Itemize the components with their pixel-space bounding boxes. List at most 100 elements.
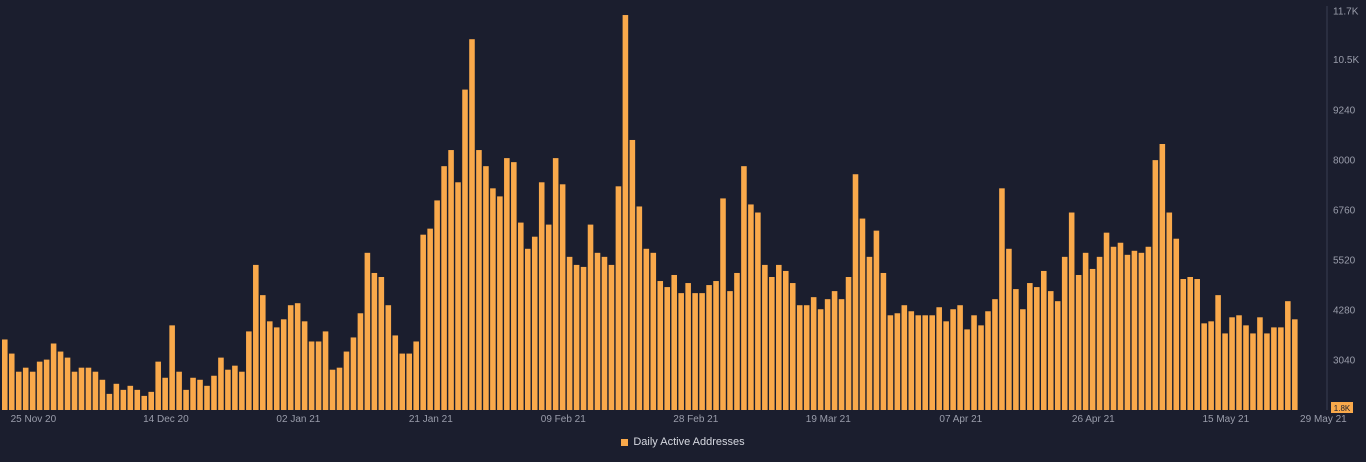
bar[interactable] [552, 158, 559, 410]
bar[interactable] [218, 357, 224, 410]
bar[interactable] [50, 343, 57, 411]
bar[interactable] [1257, 317, 1263, 410]
bar[interactable] [1180, 279, 1187, 410]
bar[interactable] [1013, 289, 1019, 410]
bar[interactable] [755, 212, 761, 410]
bar[interactable] [71, 371, 78, 410]
bar[interactable] [880, 272, 887, 410]
bar[interactable] [713, 281, 719, 410]
bar[interactable] [518, 222, 524, 410]
bar[interactable] [845, 277, 852, 410]
bar[interactable] [162, 377, 168, 410]
bar[interactable] [629, 139, 636, 410]
bar[interactable] [769, 277, 775, 410]
bar[interactable] [490, 188, 496, 410]
bar[interactable] [1173, 238, 1180, 410]
bar[interactable] [2, 339, 8, 410]
bar[interactable] [420, 234, 426, 410]
bar[interactable] [36, 361, 43, 410]
bar[interactable] [817, 309, 824, 410]
bar[interactable] [1250, 333, 1256, 410]
bar[interactable] [622, 15, 629, 411]
bar[interactable] [1264, 333, 1270, 410]
bar[interactable] [406, 353, 413, 410]
bar[interactable] [148, 391, 155, 410]
bar[interactable] [1152, 160, 1159, 410]
bar[interactable] [92, 371, 99, 410]
bar[interactable] [22, 367, 29, 410]
bar[interactable] [1020, 309, 1026, 410]
bar[interactable] [190, 377, 196, 410]
bar[interactable] [601, 256, 608, 410]
bar[interactable] [211, 375, 217, 410]
bar[interactable] [657, 281, 664, 410]
bar[interactable] [141, 395, 148, 410]
bar[interactable] [239, 371, 245, 410]
bar[interactable] [678, 293, 684, 410]
bar[interactable] [957, 305, 963, 410]
bar[interactable] [204, 385, 210, 410]
bar[interactable] [964, 329, 970, 410]
bar[interactable] [120, 389, 127, 410]
bar[interactable] [796, 305, 803, 410]
bar[interactable] [1034, 287, 1040, 410]
bar[interactable] [78, 367, 85, 410]
bar[interactable] [776, 264, 782, 410]
bar[interactable] [1159, 144, 1166, 410]
bar[interactable] [720, 198, 726, 410]
bar[interactable] [971, 315, 977, 410]
bar[interactable] [1208, 321, 1214, 410]
bar[interactable] [1285, 301, 1291, 410]
bar[interactable] [469, 39, 475, 411]
bar[interactable] [992, 299, 998, 410]
bar[interactable] [908, 311, 915, 410]
bar[interactable] [1096, 256, 1103, 410]
bar[interactable] [1292, 319, 1298, 410]
bar[interactable] [894, 313, 901, 410]
bar[interactable] [608, 264, 615, 410]
bar[interactable] [1082, 252, 1089, 410]
bar[interactable] [866, 256, 873, 410]
bar[interactable] [699, 293, 705, 410]
bar[interactable] [782, 270, 789, 410]
bar[interactable] [64, 357, 71, 410]
bar[interactable] [852, 174, 859, 410]
bar[interactable] [734, 272, 740, 410]
bar[interactable] [664, 287, 671, 410]
bar[interactable] [789, 283, 796, 410]
bar[interactable] [169, 325, 175, 410]
bar[interactable] [427, 228, 433, 410]
bar[interactable] [943, 321, 949, 410]
bar[interactable] [929, 315, 935, 410]
bar[interactable] [999, 188, 1005, 410]
bar[interactable] [399, 353, 406, 410]
bar[interactable] [692, 293, 698, 410]
bar[interactable] [573, 264, 580, 410]
bar[interactable] [57, 351, 64, 410]
bar[interactable] [978, 325, 984, 410]
bar[interactable] [1068, 212, 1075, 410]
bar[interactable] [803, 305, 810, 410]
bar[interactable] [364, 252, 371, 410]
bar[interactable] [260, 295, 266, 410]
bar[interactable] [106, 393, 113, 410]
bar[interactable] [1243, 325, 1249, 410]
bar[interactable] [280, 319, 287, 410]
bar[interactable] [643, 248, 650, 410]
bar[interactable] [29, 371, 36, 410]
bar[interactable] [1138, 252, 1145, 410]
bar[interactable] [134, 389, 141, 410]
bar[interactable] [922, 315, 929, 410]
bar[interactable] [1040, 270, 1047, 410]
bar[interactable] [936, 307, 942, 410]
bar[interactable] [985, 311, 991, 410]
bar[interactable] [594, 252, 601, 410]
bar[interactable] [266, 321, 273, 410]
bar[interactable] [1075, 274, 1082, 410]
bar[interactable] [1201, 323, 1207, 410]
bar[interactable] [559, 184, 566, 410]
bar[interactable] [762, 264, 768, 410]
bar[interactable] [873, 230, 880, 410]
bar[interactable] [43, 359, 50, 410]
bar[interactable] [950, 309, 956, 410]
